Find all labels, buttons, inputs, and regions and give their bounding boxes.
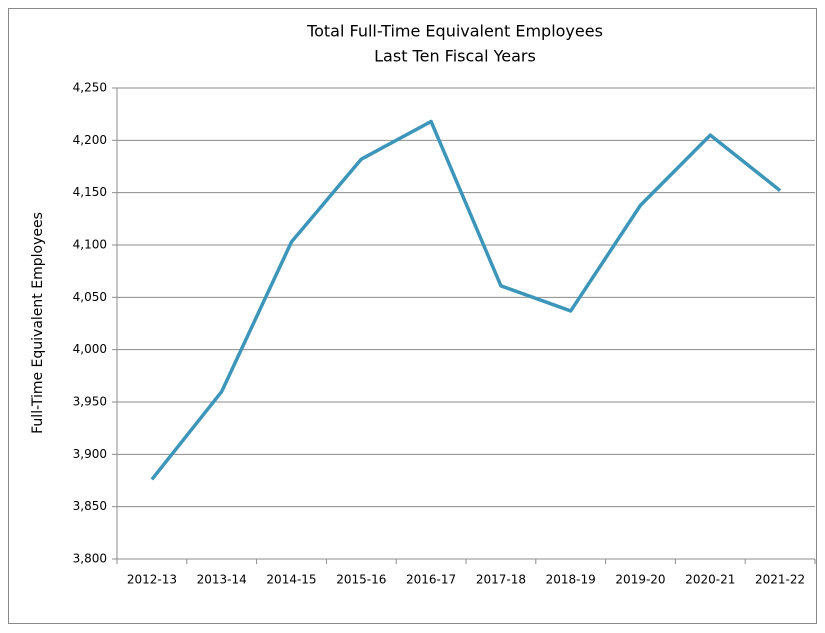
chart-border — [8, 8, 817, 624]
y-tick-label: 4,050 — [73, 290, 107, 304]
x-tick-label: 2016-17 — [406, 573, 456, 587]
y-tick-label: 3,850 — [73, 499, 107, 513]
x-tick-label: 2021-22 — [755, 573, 805, 587]
y-tick-label: 4,100 — [73, 238, 107, 252]
y-tick-label: 4,150 — [73, 185, 107, 199]
x-tick-label: 2019-20 — [615, 573, 665, 587]
y-tick-label: 4,000 — [73, 342, 107, 356]
y-tick-label: 4,250 — [73, 81, 107, 95]
chart-subtitle: Last Ten Fiscal Years — [374, 47, 536, 66]
x-tick-label: 2012-13 — [127, 573, 177, 587]
x-tick-label: 2017-18 — [476, 573, 526, 587]
y-tick-label: 3,900 — [73, 447, 107, 461]
x-tick-label: 2018-19 — [546, 573, 596, 587]
x-tick-label: 2014-15 — [266, 573, 316, 587]
y-axis-label: Full-Time Equivalent Employees — [30, 212, 46, 434]
y-tick-label: 4,200 — [73, 133, 107, 147]
data-line — [150, 119, 782, 481]
chart-title: Total Full-Time Equivalent Employees — [306, 22, 603, 41]
y-tick-label: 3,800 — [73, 552, 107, 566]
x-tick-label: 2015-16 — [336, 573, 386, 587]
x-tick-label: 2020-21 — [685, 573, 735, 587]
x-tick-label: 2013-14 — [197, 573, 247, 587]
y-tick-label: 3,950 — [73, 395, 107, 409]
